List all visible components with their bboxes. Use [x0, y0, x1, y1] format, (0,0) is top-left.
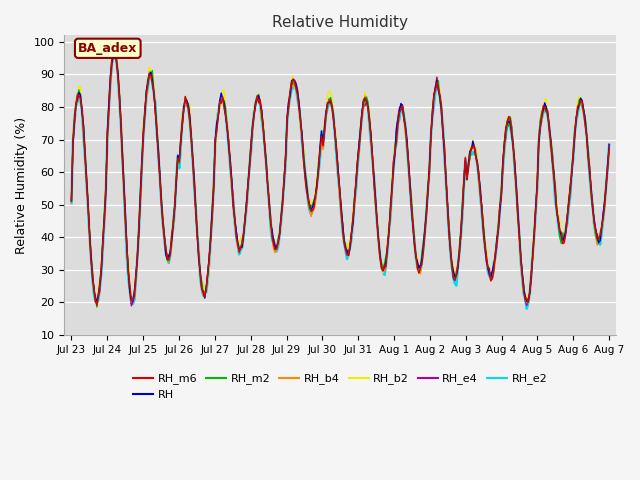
Legend: RH_m6, RH, RH_m2, RH_b4, RH_b2, RH_e4, RH_e2: RH_m6, RH, RH_m2, RH_b4, RH_b2, RH_e4, R…	[129, 369, 552, 404]
Y-axis label: Relative Humidity (%): Relative Humidity (%)	[15, 117, 28, 254]
Text: BA_adex: BA_adex	[78, 42, 138, 55]
Title: Relative Humidity: Relative Humidity	[272, 15, 408, 30]
